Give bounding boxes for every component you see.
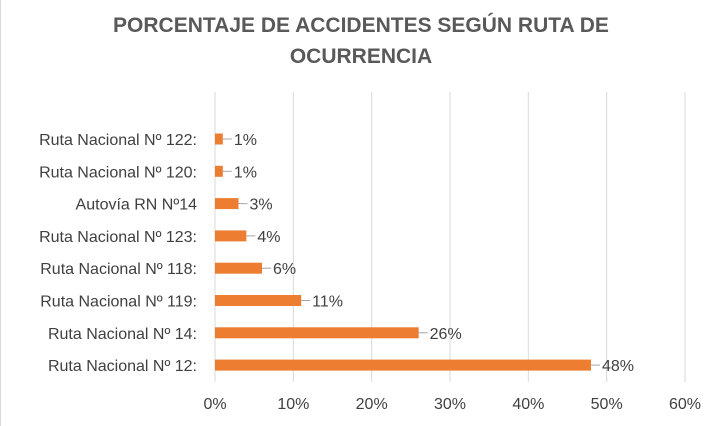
data-labels: 1% 1% 3% 4% 6% 11% 26% 48% bbox=[222, 132, 634, 375]
x-tick-label: 50% bbox=[591, 396, 623, 413]
data-label: 6% bbox=[273, 261, 296, 278]
x-tick-label: 60% bbox=[669, 396, 701, 413]
bar bbox=[215, 295, 302, 306]
data-label: 11% bbox=[312, 294, 343, 311]
bar bbox=[215, 359, 591, 371]
category-label: Autovía RN Nº14 bbox=[76, 197, 198, 214]
x-axis-tick-labels: 0% 10% 20% 30% 40% 50% 60% bbox=[203, 396, 701, 413]
bar bbox=[215, 133, 223, 145]
x-tick-label: 10% bbox=[277, 396, 309, 413]
data-label: 3% bbox=[250, 197, 273, 214]
chart-title-line-2: OCURRENCIA bbox=[289, 45, 433, 68]
data-label: 26% bbox=[430, 326, 462, 343]
bar bbox=[215, 262, 262, 274]
category-label: Ruta Nacional Nº 122: bbox=[39, 132, 197, 149]
category-label: Ruta Nacional Nº 14: bbox=[48, 326, 197, 343]
x-tick-label: 30% bbox=[434, 396, 466, 413]
category-label: Ruta Nacional Nº 118: bbox=[40, 261, 197, 278]
category-label: Ruta Nacional Nº 120: bbox=[39, 164, 197, 181]
x-tick-label: 0% bbox=[203, 396, 226, 413]
data-label: 1% bbox=[234, 164, 257, 181]
x-tick-label: 40% bbox=[512, 396, 544, 413]
category-labels: Ruta Nacional Nº 122: Ruta Nacional Nº 12… bbox=[39, 132, 197, 375]
category-label: Ruta Nacional Nº 119: bbox=[40, 294, 197, 311]
category-label: Ruta Nacional Nº 123: bbox=[39, 229, 197, 246]
data-label: 1% bbox=[234, 132, 257, 149]
bar bbox=[215, 165, 223, 177]
bar bbox=[215, 198, 239, 210]
chart-title-line-1: PORCENTAJE DE ACCIDENTES SEGÚN RUTA DE bbox=[113, 14, 609, 37]
data-label: 4% bbox=[257, 229, 280, 246]
bars bbox=[215, 133, 591, 371]
x-tick-label: 20% bbox=[356, 396, 388, 413]
bar bbox=[215, 230, 247, 242]
category-label: Ruta Nacional Nº 12: bbox=[48, 358, 197, 375]
data-label: 48% bbox=[602, 358, 634, 375]
chart-title: PORCENTAJE DE ACCIDENTES SEGÚN RUTA DE O… bbox=[1, 10, 720, 72]
bar bbox=[215, 327, 419, 339]
